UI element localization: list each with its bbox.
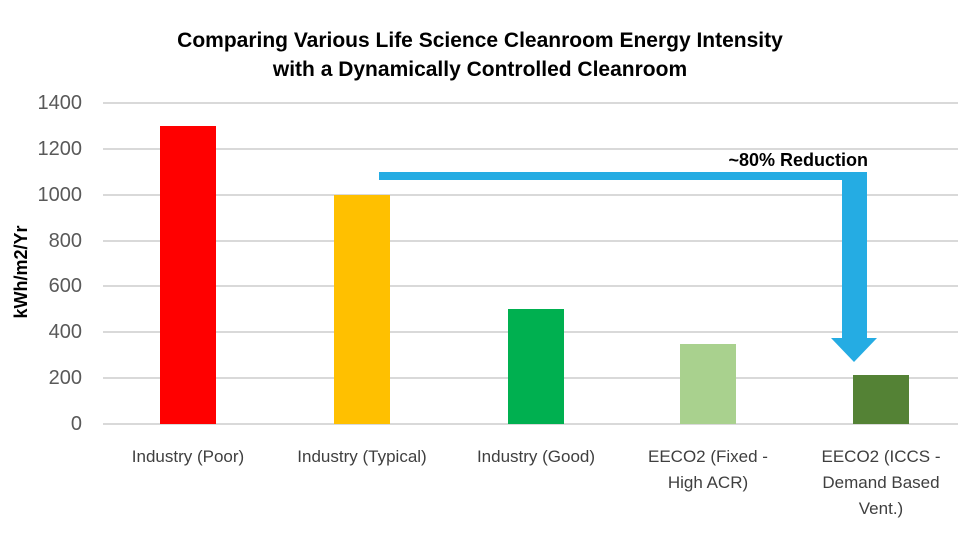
bar-2 (508, 309, 564, 424)
x-axis-label-1: Industry (Typical) (297, 447, 427, 466)
annotation-label: ~80% Reduction (728, 150, 868, 170)
x-axis-label-0: Industry (Poor) (131, 447, 245, 466)
x-axis-label-3: EECO2 (Fixed - High ACR) (648, 447, 768, 492)
gridline-1000 (103, 193, 958, 196)
bar-1 (334, 194, 390, 424)
y-tick-label-1200: 1200 (37, 137, 83, 160)
chart-title-line-1: Comparing Various Life Science Cleanroom… (177, 29, 783, 52)
chart-title: Comparing Various Life Science Cleanroom… (0, 26, 960, 84)
x-axis-label-2: Industry (Good) (476, 447, 596, 466)
bar-4 (853, 374, 909, 424)
gridline-0 (103, 423, 958, 425)
y-tick-label-800: 800 (48, 229, 82, 252)
y-tick-label-400: 400 (48, 321, 82, 344)
gridline-1400 (103, 102, 958, 104)
annotation-arrow-horizontal-line (379, 172, 867, 180)
x-axis-label-4: EECO2 (ICCS - Demand Based Vent.) (821, 447, 941, 518)
gridline-800 (103, 239, 958, 242)
y-tick-label-1000: 1000 (37, 183, 83, 206)
y-tick-label-600: 600 (48, 275, 82, 298)
y-tick-label-0: 0 (70, 413, 82, 435)
bar-3 (680, 343, 736, 424)
bar-0 (160, 125, 216, 424)
y-tick-label-1400: 1400 (37, 92, 83, 114)
gridline-1200 (103, 147, 958, 150)
gridline-600 (103, 285, 958, 288)
chart-title-line-2: with a Dynamically Controlled Cleanroom (272, 58, 688, 81)
y-tick-label-200: 200 (48, 367, 82, 390)
annotation-arrow-shaft (842, 172, 867, 338)
annotation-arrow-down-head (831, 338, 877, 362)
